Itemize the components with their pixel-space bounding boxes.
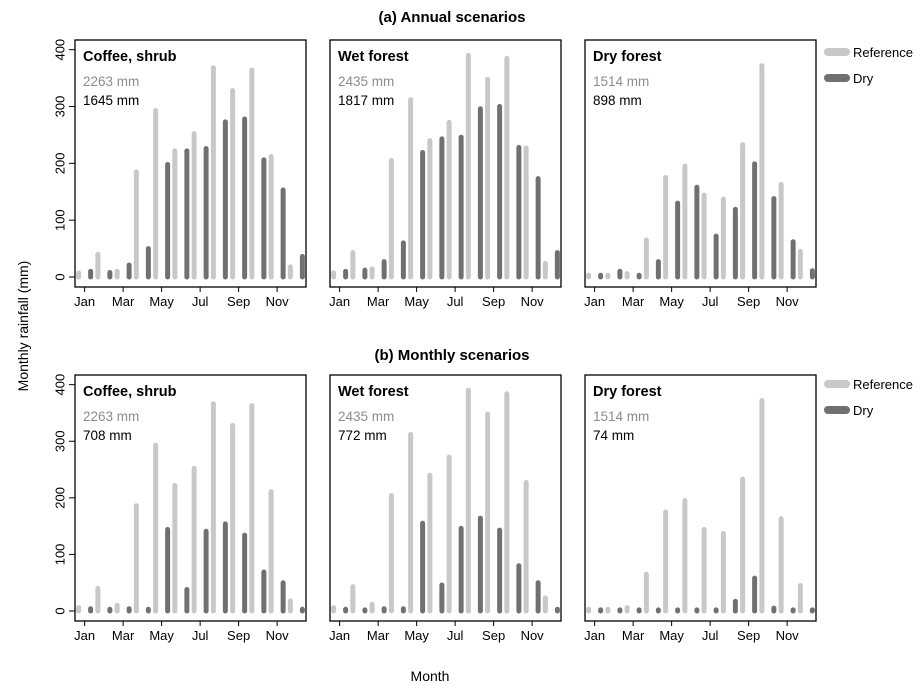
dry-total: 708 mm (83, 428, 132, 443)
panel-title: Dry forest (593, 49, 662, 65)
y-tick-label: 400 (52, 39, 67, 61)
x-tick-label: Jan (584, 294, 605, 309)
y-tick-label: 200 (52, 487, 67, 509)
y-tick-label: 200 (52, 152, 67, 174)
x-tick-label: Mar (622, 294, 645, 309)
panel-frame (584, 39, 817, 288)
x-tick-label: Nov (776, 294, 800, 309)
x-tick-label: Jul (192, 294, 209, 309)
dry-total: 74 mm (593, 428, 634, 443)
panel-frame (329, 39, 562, 288)
x-tick-label: Sep (227, 628, 250, 643)
legend-label-dry: Dry (853, 403, 874, 418)
reference-total: 2263 mm (83, 409, 139, 424)
x-tick-label: Jan (74, 628, 95, 643)
y-tick-label: 0 (52, 607, 67, 614)
section-a: (a) Annual scenarios 0 100 200 300 400 Jan Mar M… (52, 9, 913, 309)
section-b: (b) Monthly scenarios 0 100 200 300 400 Jan Mar… (52, 347, 913, 643)
panel-title: Coffee, shrub (83, 384, 177, 400)
chart-sections: (a) Annual scenarios 0 100 200 300 400 Jan Mar M… (52, 9, 913, 643)
x-tick-label: Jul (447, 294, 464, 309)
y-tick-label: 100 (52, 209, 67, 231)
panel-title: Wet forest (338, 49, 409, 65)
x-tick-label: Sep (482, 294, 505, 309)
section-title: (a) Annual scenarios (379, 9, 526, 26)
x-tick-label: May (404, 628, 429, 643)
y-tick-label: 300 (52, 430, 67, 452)
legend-label-reference: Reference (853, 377, 913, 392)
x-tick-label: Jan (584, 628, 605, 643)
panel-dry-forest: Jan Mar May Jul Sep Nov Dry forest 1514 mm 898 m… (584, 39, 817, 309)
x-tick-label: Mar (367, 294, 390, 309)
section-title: (b) Monthly scenarios (374, 347, 529, 364)
panel-wet-forest: Jan Mar May Jul Sep Nov Wet forest 2435 mm 1817 … (329, 39, 562, 309)
legend-label-dry: Dry (853, 71, 874, 86)
panel-title: Coffee, shrub (83, 49, 177, 65)
x-tick-label: Sep (482, 628, 505, 643)
x-tick-label: May (149, 628, 174, 643)
panel-coffee-shrub: 0 100 200 300 400 Jan Mar May Jul Sep Nov Coffee, s… (52, 374, 307, 643)
legend: Reference Dry (824, 377, 913, 418)
panel-frame (584, 374, 817, 622)
x-tick-label: Jul (192, 628, 209, 643)
x-tick-label: May (404, 294, 429, 309)
panel-wet-forest: Jan Mar May Jul Sep Nov Wet forest 2435 mm 772 m… (329, 374, 562, 643)
x-tick-label: Nov (776, 628, 800, 643)
x-tick-label: Jul (702, 628, 719, 643)
x-tick-label: Nov (266, 294, 290, 309)
x-axis-title: Month (411, 668, 450, 684)
x-tick-label: Mar (112, 628, 135, 643)
y-axis-title: Monthly rainfall (mm) (15, 261, 31, 392)
x-tick-label: Sep (737, 628, 760, 643)
panel-dry-forest: Jan Mar May Jul Sep Nov Dry forest 1514 mm 74 mm (584, 374, 817, 643)
dry-total: 898 mm (593, 93, 642, 108)
reference-total: 2263 mm (83, 74, 139, 89)
x-tick-label: Nov (521, 628, 545, 643)
x-tick-label: Sep (227, 294, 250, 309)
x-tick-label: Sep (737, 294, 760, 309)
x-tick-label: Jan (329, 294, 350, 309)
panel-coffee-shrub: 0 100 200 300 400 Jan Mar May Jul Sep Nov Coffee, s… (52, 39, 307, 309)
x-tick-label: May (659, 294, 684, 309)
panel-frame (329, 374, 562, 622)
x-tick-label: Mar (112, 294, 135, 309)
dry-total: 1817 mm (338, 93, 394, 108)
reference-total: 2435 mm (338, 74, 394, 89)
x-tick-label: May (659, 628, 684, 643)
x-tick-label: May (149, 294, 174, 309)
y-tick-label: 0 (52, 273, 67, 280)
panel-title: Dry forest (593, 384, 662, 400)
x-tick-label: Jan (329, 628, 350, 643)
x-tick-label: Mar (622, 628, 645, 643)
legend-label-reference: Reference (853, 45, 913, 60)
y-tick-label: 100 (52, 544, 67, 566)
x-tick-label: Jul (447, 628, 464, 643)
reference-total: 1514 mm (593, 409, 649, 424)
x-tick-label: Jul (702, 294, 719, 309)
y-tick-label: 300 (52, 96, 67, 118)
x-tick-label: Mar (367, 628, 390, 643)
reference-total: 2435 mm (338, 409, 394, 424)
dry-total: 1645 mm (83, 93, 139, 108)
reference-total: 1514 mm (593, 74, 649, 89)
x-tick-label: Nov (266, 628, 290, 643)
legend: Reference Dry (824, 45, 913, 86)
y-tick-label: 400 (52, 374, 67, 396)
panel-title: Wet forest (338, 384, 409, 400)
x-tick-label: Nov (521, 294, 545, 309)
dry-total: 772 mm (338, 428, 387, 443)
x-tick-label: Jan (74, 294, 95, 309)
